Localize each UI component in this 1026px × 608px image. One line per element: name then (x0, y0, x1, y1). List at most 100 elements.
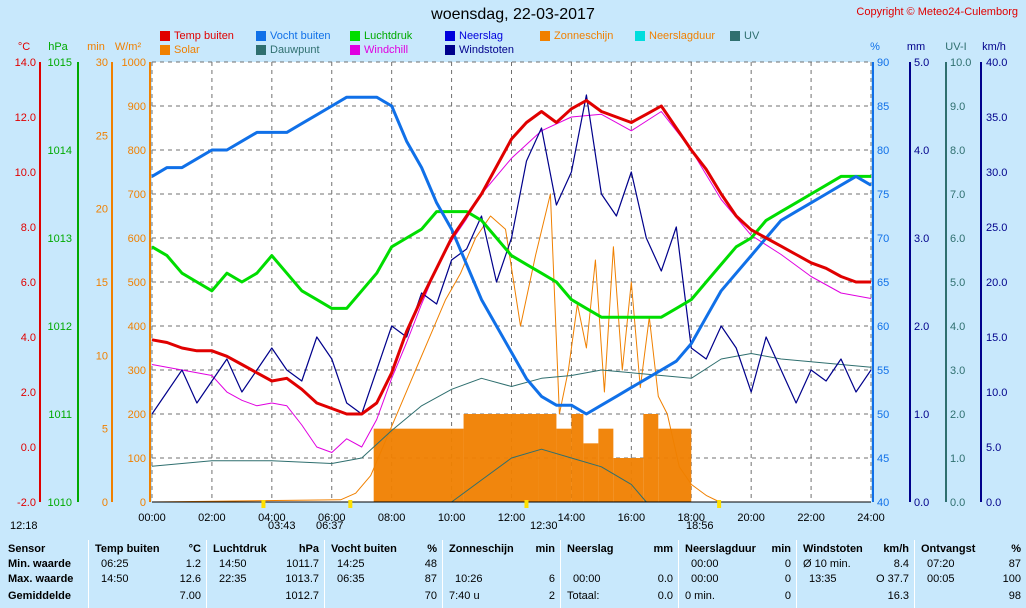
col-unit: km/h (883, 543, 909, 555)
min-tick-label: 20 (96, 204, 108, 216)
legend-solar: Solar (160, 44, 200, 56)
solar-tick-label: 400 (128, 321, 146, 333)
swatch-icon (256, 31, 266, 41)
min-value: 1.2 (185, 558, 201, 570)
avg-value: 70 (424, 590, 437, 602)
max-value: 12.6 (179, 573, 201, 585)
sunshine-bar (583, 443, 599, 502)
max-time: 00:00 (691, 573, 719, 585)
hpa-tick-label: 1010 (48, 497, 72, 509)
min-tick-label: 5 (102, 424, 108, 436)
swatch-icon (445, 31, 455, 41)
avg-label: 7:40 u (449, 590, 480, 602)
col-unit: °C (188, 543, 201, 555)
wind-tick-label: 20.0 (986, 277, 1007, 289)
chart-title: woensdag, 22-03-2017 (431, 6, 595, 23)
axis-unit-label: min (87, 41, 105, 53)
temp-tick-label: 2.0 (21, 387, 36, 399)
sunrise-time: 06:37 (316, 520, 344, 532)
noon-marker (524, 500, 529, 508)
rain-tick-label: 0.0 (914, 497, 929, 509)
rain-tick-label: 3.0 (914, 233, 929, 245)
solar-tick-label: 600 (128, 233, 146, 245)
min-value: 48 (424, 558, 437, 570)
time-tick-label: 24:00 (857, 512, 885, 524)
legend-rain: Neerslag (445, 30, 503, 42)
avg-value: 16.3 (887, 590, 909, 602)
sunshine-bar (658, 428, 692, 502)
wind-tick-label: 10.0 (986, 387, 1007, 399)
col-header: Neerslag (567, 543, 614, 555)
temp-tick-label: 10.0 (15, 167, 36, 179)
moonrise-time: 12:18 (10, 520, 38, 532)
axis-unit-label: % (870, 41, 880, 53)
solar-tick-label: 0 (140, 497, 146, 509)
swatch-icon (445, 45, 455, 55)
legend-label: UV (744, 30, 760, 42)
label-max: Max. waarde (8, 573, 74, 585)
col-reception: Ontvangst % 07:20 87 00:05 100 98 (914, 540, 1026, 608)
max-value: 1013.7 (285, 573, 319, 585)
axis-unit-label: °C (18, 41, 30, 53)
legend-label: Neerslagduur (649, 30, 716, 42)
col-header: Windstoten (803, 543, 863, 555)
legend-label: Solar (174, 44, 200, 56)
solar-tick-label: 1000 (122, 57, 146, 69)
min-value: 0 (784, 558, 791, 570)
solar-tick-label: 900 (128, 101, 146, 113)
hpa-tick-label: 1015 (48, 57, 72, 69)
axis-unit-label: mm (907, 41, 925, 53)
axis-unit-label: W/m² (115, 41, 142, 53)
temp-tick-label: 12.0 (15, 112, 36, 124)
legend-label: Temp buiten (174, 30, 234, 42)
legend-pressure: Luchtdruk (350, 30, 412, 42)
rain-tick-label: 2.0 (914, 321, 929, 333)
min-label: Ø 10 min. (803, 558, 851, 570)
uv-tick-label: 2.0 (950, 409, 965, 421)
dewpoint-line (151, 353, 872, 467)
humidity-tick-label: 65 (877, 277, 889, 289)
hpa-tick-label: 1013 (48, 233, 72, 245)
solar-tick-label: 100 (128, 453, 146, 465)
uv-tick-label: 3.0 (950, 365, 965, 377)
rain-tick-label: 1.0 (914, 409, 929, 421)
max-value: 87 (424, 573, 437, 585)
legend-sunshine: Zonneschijn (540, 30, 613, 42)
legend-label: Windchill (364, 44, 409, 56)
col-humidity: Vocht buiten % 14:25 48 06:35 87 70 (324, 540, 443, 608)
max-value: 100 (1002, 573, 1021, 585)
axes-group: 14.012.010.08.06.04.02.00.0-2.0101510141… (15, 41, 1008, 524)
time-tick-label: 06:00 (318, 512, 346, 524)
max-time: 00:05 (927, 573, 955, 585)
label-avg: Gemiddelde (8, 590, 71, 602)
max-time: 13:35 (809, 573, 837, 585)
hpa-tick-label: 1011 (48, 409, 72, 421)
humidity-tick-label: 80 (877, 145, 889, 157)
axis-unit-label: UV-I (945, 41, 966, 53)
legend-uv: UV (730, 30, 759, 42)
sunshine-bar (538, 414, 557, 502)
uv-tick-label: 6.0 (950, 233, 965, 245)
legend-label: Dauwpunt (270, 44, 320, 56)
swatch-icon (350, 45, 360, 55)
col-unit: min (535, 543, 555, 555)
weather-chart: 14.012.010.08.06.04.02.00.0-2.0101510141… (15, 41, 1008, 524)
legend-dewpoint: Dauwpunt (256, 44, 320, 56)
swatch-icon (635, 31, 645, 41)
uv-tick-label: 8.0 (950, 145, 965, 157)
col-sunshine: Zonneschijn min 10:26 6 7:40 u 2 (442, 540, 561, 608)
sunset-marker (717, 500, 722, 508)
uv-tick-label: 5.0 (950, 277, 965, 289)
col-unit: hPa (298, 543, 319, 555)
temp-tick-label: 0.0 (21, 442, 36, 454)
legend-label: Luchtdruk (364, 30, 413, 42)
temp-tick-label: 14.0 (15, 57, 36, 69)
col-header: Ontvangst (921, 543, 976, 555)
axis-unit-label: hPa (48, 41, 68, 53)
rain-tick-label: 5.0 (914, 57, 929, 69)
copyright-text: Copyright © Meteo24-Culemborg (856, 6, 1018, 18)
hpa-tick-label: 1012 (48, 321, 72, 333)
humidity-tick-label: 90 (877, 57, 889, 69)
wind-tick-label: 35.0 (986, 112, 1007, 124)
swatch-icon (160, 31, 170, 41)
